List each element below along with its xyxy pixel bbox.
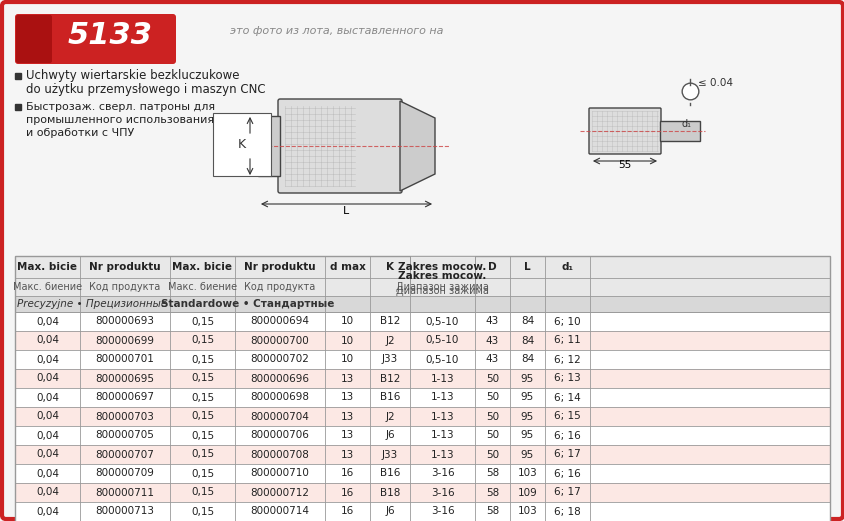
Text: 6; 10: 6; 10 <box>554 316 580 327</box>
Text: K: K <box>386 262 393 272</box>
Text: 1-13: 1-13 <box>430 374 454 383</box>
Text: 95: 95 <box>520 392 533 403</box>
FancyBboxPatch shape <box>588 108 660 154</box>
Text: K: K <box>238 138 246 151</box>
Bar <box>15 331 829 350</box>
Text: 10: 10 <box>340 316 354 327</box>
Text: 6; 12: 6; 12 <box>554 354 580 365</box>
Bar <box>15 312 829 331</box>
Text: 1-13: 1-13 <box>430 392 454 403</box>
Text: это фото из лота, выставленного на: это фото из лота, выставленного на <box>230 26 443 36</box>
Text: 13: 13 <box>340 392 354 403</box>
Text: L: L <box>523 262 530 272</box>
Text: 84: 84 <box>520 316 533 327</box>
Text: 16: 16 <box>340 468 354 478</box>
Text: 10: 10 <box>340 354 354 365</box>
Text: 3-16: 3-16 <box>430 506 454 516</box>
Text: d₁: d₁ <box>560 262 573 272</box>
Text: Код продукта: Код продукта <box>244 282 316 292</box>
Bar <box>409 256 474 296</box>
Text: Диапазон зажима: Диапазон зажима <box>396 286 489 295</box>
Text: 1-13: 1-13 <box>430 450 454 460</box>
Text: 1-13: 1-13 <box>430 430 454 440</box>
Text: 50: 50 <box>485 392 499 403</box>
Text: 0,5-10: 0,5-10 <box>425 354 458 365</box>
Text: 0,15: 0,15 <box>191 430 214 440</box>
Text: Uchwyty wiertarskie bezkluczukowe: Uchwyty wiertarskie bezkluczukowe <box>26 69 239 82</box>
Text: Max. bicie: Max. bicie <box>172 262 232 272</box>
Text: 95: 95 <box>520 450 533 460</box>
Text: 800000697: 800000697 <box>95 392 154 403</box>
Text: 1-13: 1-13 <box>430 412 454 421</box>
Text: 800000705: 800000705 <box>95 430 154 440</box>
Bar <box>15 502 829 521</box>
Text: 0,15: 0,15 <box>191 450 214 460</box>
Text: 0,15: 0,15 <box>191 468 214 478</box>
Text: 6; 16: 6; 16 <box>554 468 580 478</box>
Text: 800000704: 800000704 <box>251 412 309 421</box>
Text: 0,04: 0,04 <box>36 316 59 327</box>
Text: 0,15: 0,15 <box>191 392 214 403</box>
Text: 0,15: 0,15 <box>191 488 214 498</box>
Text: 0,15: 0,15 <box>191 336 214 345</box>
Text: 0,5-10: 0,5-10 <box>425 316 458 327</box>
Text: 800000698: 800000698 <box>250 392 309 403</box>
Bar <box>15 350 829 369</box>
Text: 800000699: 800000699 <box>95 336 154 345</box>
Text: 800000710: 800000710 <box>251 468 309 478</box>
Text: 50: 50 <box>485 450 499 460</box>
Text: 13: 13 <box>340 412 354 421</box>
Text: d₁: d₁ <box>681 119 691 129</box>
Text: 16: 16 <box>340 506 354 516</box>
Text: 800000714: 800000714 <box>250 506 309 516</box>
Text: 800000701: 800000701 <box>95 354 154 365</box>
Text: 800000695: 800000695 <box>95 374 154 383</box>
Text: 6; 18: 6; 18 <box>554 506 580 516</box>
Text: 3-16: 3-16 <box>430 468 454 478</box>
Text: 0,15: 0,15 <box>191 506 214 516</box>
Text: J2: J2 <box>385 336 394 345</box>
Text: 58: 58 <box>485 468 499 478</box>
Bar <box>15 296 829 312</box>
Text: 0,04: 0,04 <box>36 488 59 498</box>
Text: B12: B12 <box>379 374 400 383</box>
Text: 0,04: 0,04 <box>36 430 59 440</box>
Text: 800000696: 800000696 <box>250 374 309 383</box>
Text: 0,15: 0,15 <box>191 316 214 327</box>
Text: L: L <box>343 206 349 216</box>
Text: 50: 50 <box>485 430 499 440</box>
Text: B16: B16 <box>379 392 400 403</box>
Text: 0,15: 0,15 <box>191 354 214 365</box>
Text: 800000709: 800000709 <box>95 468 154 478</box>
Text: Nr produktu: Nr produktu <box>89 262 160 272</box>
Text: 43: 43 <box>485 316 499 327</box>
Text: 0,04: 0,04 <box>36 336 59 345</box>
Text: J33: J33 <box>381 450 398 460</box>
Text: 55: 55 <box>618 160 630 170</box>
Text: 800000713: 800000713 <box>95 506 154 516</box>
Text: Макс. биение: Макс. биение <box>13 282 82 292</box>
Bar <box>15 407 829 426</box>
Bar <box>257 116 279 176</box>
Text: 800000693: 800000693 <box>95 316 154 327</box>
Bar <box>15 256 829 296</box>
Text: J6: J6 <box>385 506 394 516</box>
Text: Zakres mocow.: Zakres mocow. <box>398 271 486 281</box>
Text: 84: 84 <box>520 336 533 345</box>
Text: 800000702: 800000702 <box>251 354 309 365</box>
Text: 0,04: 0,04 <box>36 374 59 383</box>
Text: 800000703: 800000703 <box>95 412 154 421</box>
Text: Быстрозаж. сверл. патроны для: Быстрозаж. сверл. патроны для <box>26 102 215 112</box>
Text: 103: 103 <box>517 506 537 516</box>
Bar <box>15 426 829 445</box>
Bar <box>15 256 829 521</box>
Text: 800000712: 800000712 <box>250 488 309 498</box>
Text: 800000711: 800000711 <box>95 488 154 498</box>
Bar <box>659 121 699 141</box>
Text: 109: 109 <box>517 488 537 498</box>
Text: 0,5-10: 0,5-10 <box>425 336 458 345</box>
Text: промышленного использования: промышленного использования <box>26 115 214 125</box>
Text: do użytku przemysłowego i maszyn CNC: do użytku przemysłowego i maszyn CNC <box>26 82 265 95</box>
Text: 58: 58 <box>485 506 499 516</box>
